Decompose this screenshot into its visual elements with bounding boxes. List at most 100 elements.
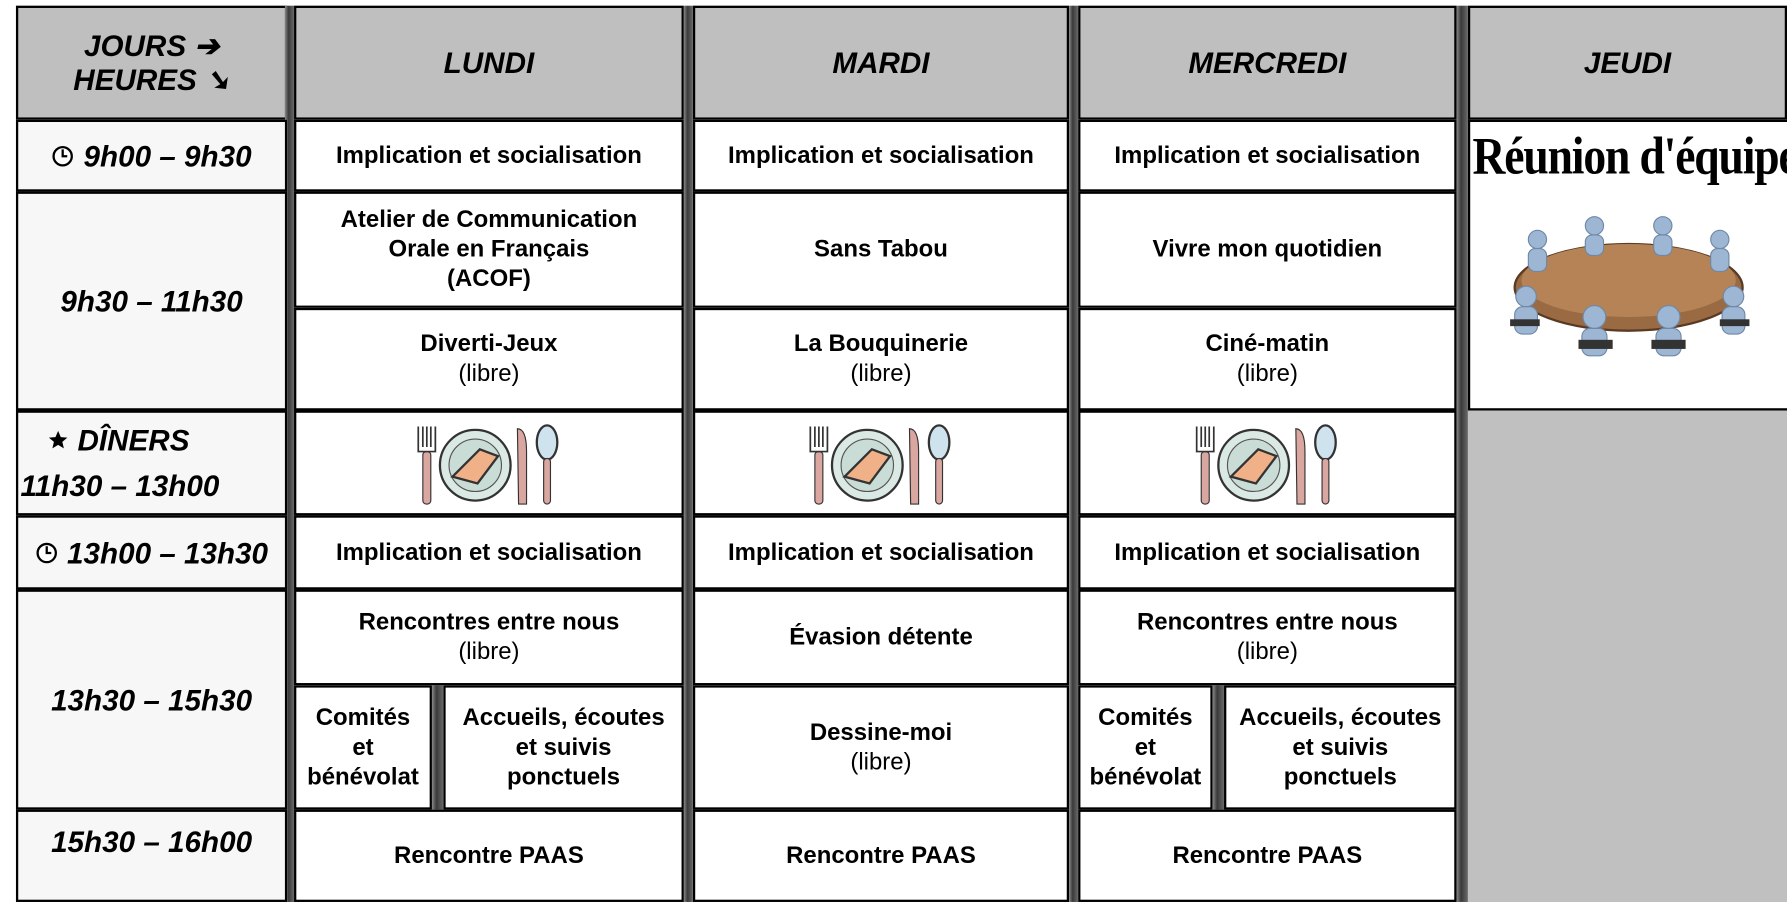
time-line: 13h00 – 13h30 bbox=[35, 534, 268, 570]
thursday-meeting: Réunion d'équipe bbox=[1467, 119, 1787, 411]
activity-cell: Rencontres entre nous (libre) bbox=[1078, 589, 1457, 686]
time-label: 11h30 – 13h00 bbox=[20, 468, 220, 503]
meeting-title: Réunion d'équipe bbox=[1472, 126, 1787, 186]
activity-title: Orale en Français bbox=[388, 236, 590, 263]
day-header: MERCREDI bbox=[1078, 5, 1457, 120]
day-header: MARDI bbox=[692, 5, 1070, 120]
activity-title: Ciné-matin bbox=[1205, 330, 1330, 357]
day-name: MERCREDI bbox=[1188, 45, 1347, 80]
activity-title: ponctuels bbox=[507, 763, 621, 790]
icon bbox=[36, 542, 57, 563]
activity-title: Rencontres entre nous bbox=[358, 608, 620, 636]
time-cell: 13h00 – 13h30 bbox=[15, 515, 288, 590]
activity-note: (libre) bbox=[458, 360, 520, 387]
activity-title: bénévolat bbox=[307, 763, 419, 790]
activity-cell: Rencontres entre nous (libre) bbox=[294, 589, 684, 686]
time-label: 9h00 – 9h30 bbox=[83, 138, 252, 173]
time-cell: 13h30 – 15h30 bbox=[15, 589, 288, 810]
day-name: JEUDI bbox=[1583, 45, 1672, 80]
meal-icon bbox=[1195, 424, 1337, 505]
day-name: LUNDI bbox=[443, 45, 535, 80]
activity-note: (libre) bbox=[1236, 360, 1298, 387]
activity-cell: Comités et bénévolat bbox=[1078, 685, 1213, 810]
activity-cell: Accueils, écoutes et suivis ponctuels bbox=[1224, 685, 1457, 810]
activity-cell: Comités et bénévolat bbox=[294, 685, 432, 810]
activity-title: Accueils, écoutes bbox=[1239, 704, 1442, 731]
activity-cell: Implication et socialisation bbox=[1078, 119, 1457, 192]
activity-title: et suivis bbox=[515, 733, 612, 761]
lunch-cell bbox=[1078, 410, 1457, 516]
icon bbox=[52, 145, 74, 166]
lunch-cell bbox=[692, 410, 1070, 516]
activity-title: Dessine-moi bbox=[809, 718, 953, 746]
activity-cell: Atelier de Communication Orale en Françai… bbox=[294, 191, 684, 308]
activity-title: Implication et socialisation bbox=[335, 141, 642, 169]
activity-title: et bbox=[1134, 733, 1157, 761]
activity-cell: Diverti-Jeux (libre) bbox=[294, 307, 684, 411]
activity-cell: Sans Tabou bbox=[692, 191, 1070, 308]
activity-cell: Implication et socialisation bbox=[692, 515, 1070, 590]
activity-cell: Implication et socialisation bbox=[1078, 515, 1457, 590]
column-separator bbox=[1069, 5, 1079, 902]
column-separator bbox=[683, 5, 693, 902]
cell-separator bbox=[431, 685, 444, 810]
thursday-empty bbox=[1467, 410, 1787, 902]
activity-cell: Accueils, écoutes et suivis ponctuels bbox=[443, 685, 684, 810]
activity-title: La Bouquinerie bbox=[793, 330, 969, 357]
header-corner-text: HEURES ➘ bbox=[73, 62, 230, 97]
activity-title: Implication et socialisation bbox=[335, 538, 642, 566]
activity-title: Comités bbox=[315, 704, 411, 731]
activity-note: (libre) bbox=[850, 360, 912, 387]
day-header: JEUDI bbox=[1467, 5, 1787, 120]
day-name: MARDI bbox=[832, 45, 930, 80]
time-cell: 9h30 – 11h30 bbox=[15, 191, 288, 411]
column-separator bbox=[284, 5, 295, 902]
icon bbox=[48, 430, 68, 449]
activity-title: et suivis bbox=[1292, 733, 1389, 761]
activity-cell: La Bouquinerie (libre) bbox=[692, 307, 1070, 411]
activity-cell: Rencontre PAAS bbox=[294, 809, 684, 902]
time-label: 13h00 – 13h30 bbox=[67, 535, 269, 570]
column-separator bbox=[1456, 5, 1468, 902]
activity-title: Rencontre PAAS bbox=[786, 842, 976, 869]
activity-title: Accueils, écoutes bbox=[462, 704, 665, 731]
header-corner-text: JOURS ➔ bbox=[83, 28, 220, 63]
activity-cell: Vivre mon quotidien bbox=[1078, 191, 1457, 308]
time-line: 9h30 – 11h30 bbox=[60, 283, 242, 319]
activity-title: Diverti-Jeux bbox=[420, 330, 558, 357]
activity-note: (libre) bbox=[1236, 638, 1298, 665]
activity-title: Évasion détente bbox=[789, 623, 973, 650]
activity-cell: Rencontre PAAS bbox=[1078, 809, 1457, 902]
activity-title: Rencontres entre nous bbox=[1137, 608, 1398, 636]
activity-title: Implication et socialisation bbox=[728, 538, 1034, 566]
time-label: 13h30 – 15h30 bbox=[51, 682, 253, 717]
time-cell: 9h00 – 9h30 bbox=[15, 119, 288, 192]
activity-title: Rencontre PAAS bbox=[394, 842, 584, 869]
time-label: 9h30 – 11h30 bbox=[60, 283, 243, 319]
activity-cell: Implication et socialisation bbox=[692, 119, 1070, 192]
time-label: DÎNERS bbox=[77, 423, 190, 458]
activity-title: Implication et socialisation bbox=[728, 141, 1034, 169]
activity-cell: Dessine-moi (libre) bbox=[692, 685, 1070, 810]
time-line: 9h00 – 9h30 bbox=[52, 137, 252, 173]
time-line: 15h30 – 16h00 bbox=[51, 823, 252, 859]
activity-cell: Implication et socialisation bbox=[294, 515, 684, 590]
activity-title: Vivre mon quotidien bbox=[1152, 236, 1383, 263]
time-cell: DÎNERS 11h30 – 13h00 bbox=[15, 410, 288, 516]
activity-title: Atelier de Communication bbox=[340, 206, 638, 233]
activity-title: Implication et socialisation bbox=[1114, 538, 1421, 566]
activity-note: (libre) bbox=[458, 638, 520, 665]
activity-title: bénévolat bbox=[1089, 763, 1202, 790]
meal-icon bbox=[809, 424, 951, 505]
lunch-cell bbox=[294, 410, 684, 516]
cell-separator bbox=[1212, 685, 1225, 810]
activity-cell: Rencontre PAAS bbox=[692, 809, 1070, 902]
time-label: 15h30 – 16h00 bbox=[51, 824, 253, 859]
activity-cell: Implication et socialisation bbox=[294, 119, 684, 192]
time-line: 13h30 – 15h30 bbox=[51, 681, 252, 717]
activity-title: (ACOF) bbox=[447, 265, 531, 292]
activity-title: et bbox=[352, 733, 374, 761]
activity-title: Rencontre PAAS bbox=[1172, 842, 1363, 869]
activity-title: Sans Tabou bbox=[814, 236, 948, 263]
